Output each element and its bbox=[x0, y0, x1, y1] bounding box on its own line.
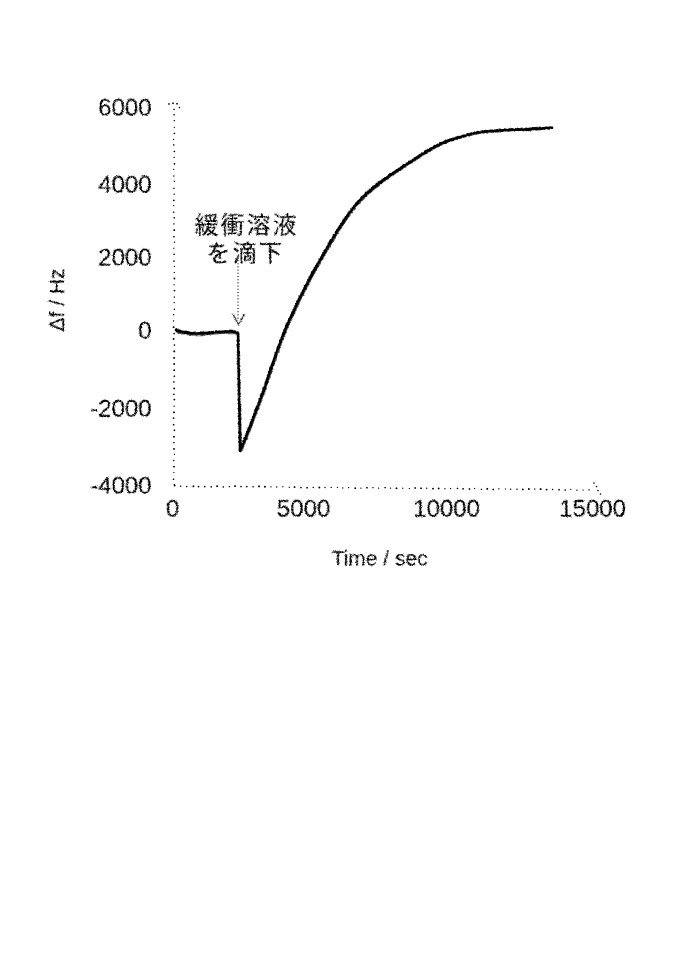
svg-text:5000: 5000 bbox=[276, 495, 329, 522]
svg-text:0: 0 bbox=[138, 317, 151, 344]
svg-text:を滴下: を滴下 bbox=[206, 233, 284, 268]
svg-text:4000: 4000 bbox=[98, 171, 151, 198]
svg-text:Δf / Hz: Δf / Hz bbox=[46, 269, 69, 332]
svg-text:0: 0 bbox=[165, 495, 178, 522]
svg-text:10000: 10000 bbox=[413, 495, 480, 522]
svg-text:-2000: -2000 bbox=[90, 395, 151, 422]
svg-text:Time / sec: Time / sec bbox=[331, 547, 427, 570]
svg-text:6000: 6000 bbox=[98, 94, 151, 121]
svg-text:-4000: -4000 bbox=[90, 472, 151, 499]
svg-text:15000: 15000 bbox=[559, 495, 626, 522]
svg-text:2000: 2000 bbox=[98, 244, 151, 271]
